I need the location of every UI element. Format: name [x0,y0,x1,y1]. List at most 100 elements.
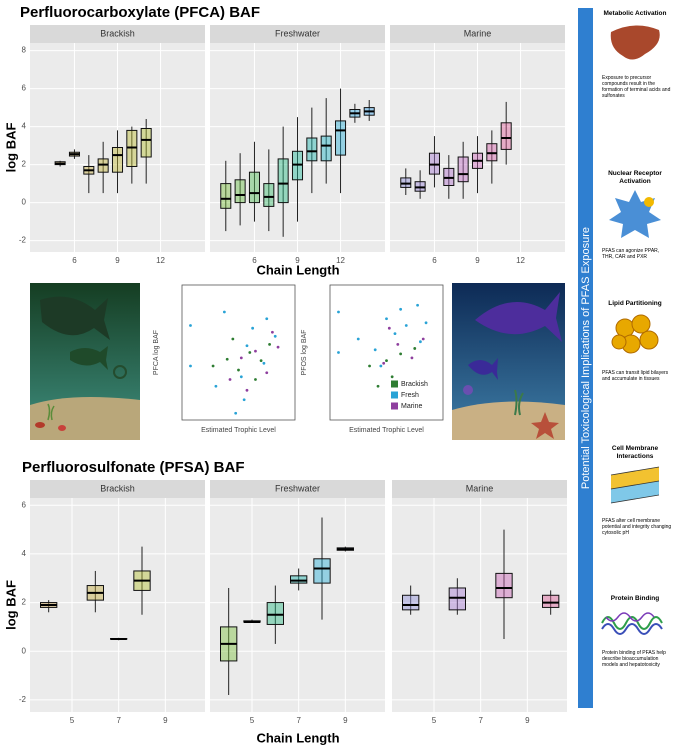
x-tick-label: 6 [252,256,257,265]
plot-area [329,284,444,421]
point [231,337,235,341]
box [140,128,152,158]
point [268,343,271,346]
box [266,602,284,625]
x-tick-label: 9 [115,256,120,265]
membrane-icon [610,466,660,504]
panel-heading: Metabolic Activation [603,10,667,17]
x-tick-label: 7 [478,716,483,725]
box [248,171,260,204]
x-tick-label: 9 [163,716,168,725]
panel: Protein Binding Protein binding of PFAS … [598,595,672,668]
y-tick-label: -2 [19,695,27,704]
x-tick-label: 12 [336,256,345,265]
point [382,361,386,365]
point [251,326,255,330]
facet-label: Brackish [100,483,135,493]
chart: Perfluorocarboxylate (PFCA) BAF log BAF Ch… [3,4,567,745]
strip [210,480,385,498]
banner-text: Potential Toxicological Implications of … [579,226,592,490]
y-tick-label: 2 [22,160,27,169]
freshwater-scene [30,283,140,440]
point [390,375,394,379]
facet-label: Freshwater [275,28,320,38]
x-tick-label: 12 [156,256,165,265]
x-tick-label: 9 [295,256,300,265]
point [254,378,257,381]
point [379,364,383,368]
point [189,364,192,368]
protein-icon [601,612,663,635]
y-tick-label: 0 [22,198,27,207]
point [189,324,192,327]
legend-swatch [391,380,398,388]
panel-text: PFAS can agonize PPAR, THR, CAR and PXR [602,248,660,260]
box [500,122,512,150]
point [214,384,218,388]
x-tick-label: 7 [116,716,121,725]
x-tick-label: 6 [72,256,77,265]
point [356,337,360,341]
point [404,324,408,327]
point [396,343,400,346]
strip [210,25,385,43]
panel: Metabolic Activation Exposure to precurs… [598,10,672,99]
x-axis-label: Chain Length [256,730,339,745]
y-tick-label: 4 [22,549,27,558]
x-tick-label: 6 [432,256,437,265]
point [399,352,403,356]
point [228,378,232,381]
liver-icon [610,25,660,60]
point [276,345,280,349]
box [402,594,420,611]
point [239,375,243,379]
point [265,317,269,321]
panel-text: Protein binding of PFAS help describe bi… [602,650,666,668]
facet-label: Brackish [100,28,135,38]
x-tick-label: 7 [296,716,301,725]
point [416,303,419,307]
box [335,120,347,156]
point [421,337,425,341]
strip [30,25,205,43]
y-tick-label: 6 [22,500,27,509]
legend-label: Marine [401,403,423,410]
plot-area [181,284,296,421]
legend-label: Brackish [401,381,428,388]
point [273,334,277,338]
x-tick-label: 5 [432,716,437,725]
point [248,351,252,354]
strip [30,480,205,498]
x-tick-label: 5 [250,716,255,725]
panel: Lipid Partitioning PFAS can transit lipi… [598,300,672,382]
y-tick-label: 4 [22,122,27,131]
box [306,137,318,162]
point [234,411,238,415]
legend-swatch [391,402,398,410]
facet-label: Marine [466,483,494,493]
banner: Potential Toxicological Implications of … [578,8,593,708]
y-tick-label: 0 [22,646,27,655]
y-axis-label: PFCA log BAF [153,330,160,375]
y-tick-label: 6 [22,84,27,93]
legend-swatch [391,391,398,399]
panel-text: PFAS can transit lipid bilayers and accu… [602,370,669,382]
point [242,398,246,402]
y-tick-label: -2 [19,236,27,245]
panel-bg [210,498,385,712]
panel-bg [30,498,205,712]
point [237,368,240,372]
chart-title: Perfluorosulfonate (PFSA) BAF [22,459,245,476]
y-axis-label: log BAF [3,123,18,173]
point [245,344,249,348]
point [393,332,397,335]
facet-label: Freshwater [275,483,320,493]
point [254,349,257,353]
strip [392,480,567,498]
point [337,310,340,314]
panel: Cell Membrane Interactions PFAS alter ce… [598,445,672,536]
chart-title: Perfluorocarboxylate (PFCA) BAF [20,4,260,21]
lipid-icon [611,314,659,354]
box [320,135,332,162]
